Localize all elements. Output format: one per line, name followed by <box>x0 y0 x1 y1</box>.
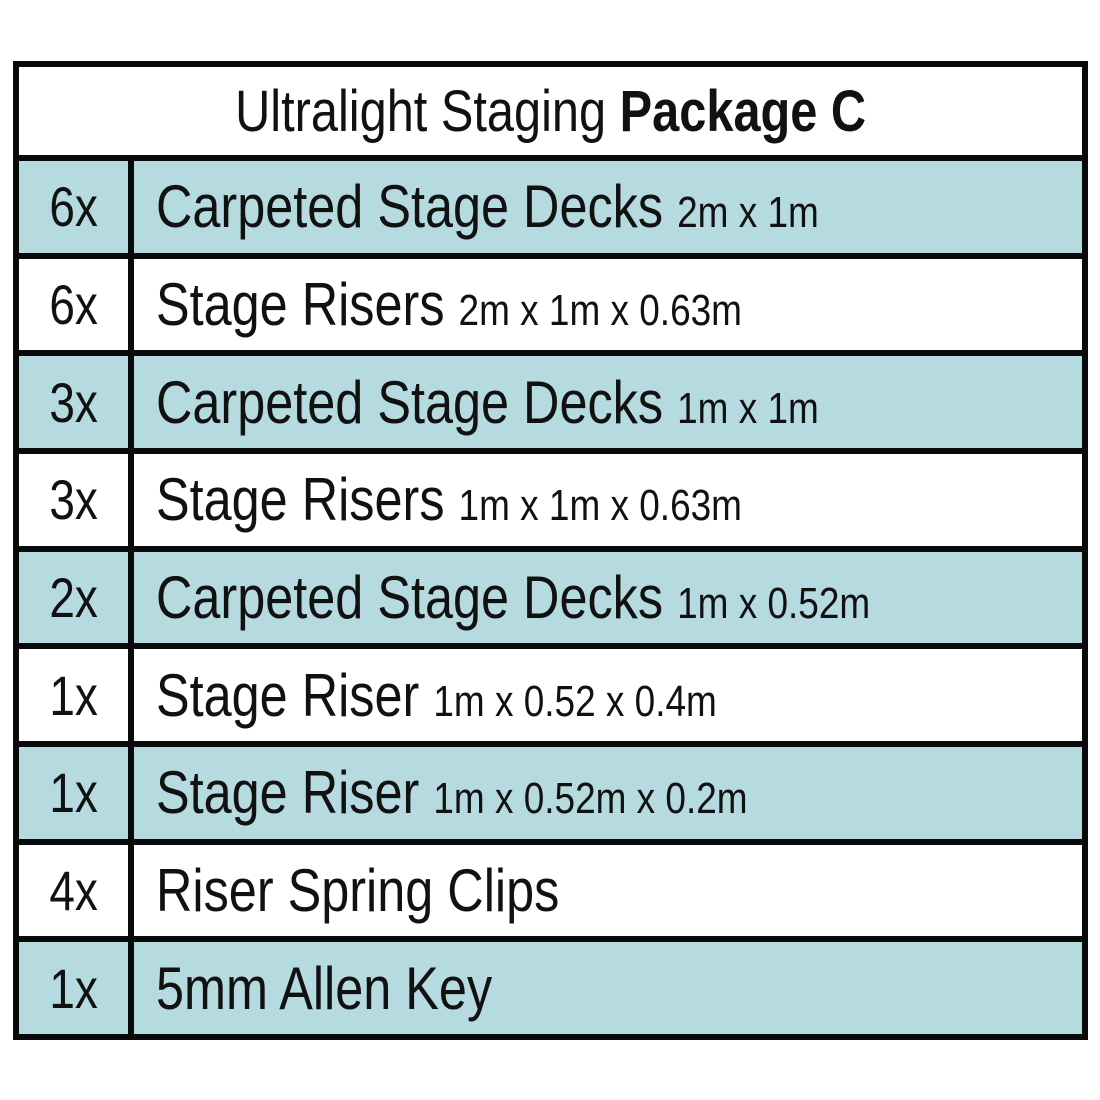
item-cell: Carpeted Stage Decks 1m x 1m <box>134 356 1082 448</box>
qty-cell: 3x <box>19 356 128 448</box>
table-title: Ultralight Staging Package C <box>19 67 1082 155</box>
item-cell: 5mm Allen Key <box>134 942 1082 1034</box>
package-table: Ultralight Staging Package C 6x Carpeted… <box>13 61 1088 1040</box>
qty-cell: 1x <box>19 942 128 1034</box>
title-package: Package C <box>619 78 867 144</box>
qty-cell: 2x <box>19 551 128 644</box>
item-cell: Carpeted Stage Decks 2m x 1m <box>134 161 1082 253</box>
item-cell: Riser Spring Clips <box>134 844 1082 937</box>
item-cell: Stage Riser 1m x 0.52m x 0.2m <box>134 746 1082 839</box>
qty-cell: 1x <box>19 746 128 839</box>
item-cell: Stage Risers 2m x 1m x 0.63m <box>134 258 1082 351</box>
qty-cell: 6x <box>19 161 128 253</box>
item-cell: Stage Risers 1m x 1m x 0.63m <box>134 453 1082 546</box>
item-cell: Carpeted Stage Decks 1m x 0.52m <box>134 551 1082 644</box>
qty-cell: 4x <box>19 844 128 937</box>
qty-cell: 6x <box>19 258 128 351</box>
title-prefix: Ultralight Staging <box>234 78 607 144</box>
item-cell: Stage Riser 1m x 0.52 x 0.4m <box>134 649 1082 741</box>
qty-cell: 3x <box>19 453 128 546</box>
qty-cell: 1x <box>19 649 128 741</box>
